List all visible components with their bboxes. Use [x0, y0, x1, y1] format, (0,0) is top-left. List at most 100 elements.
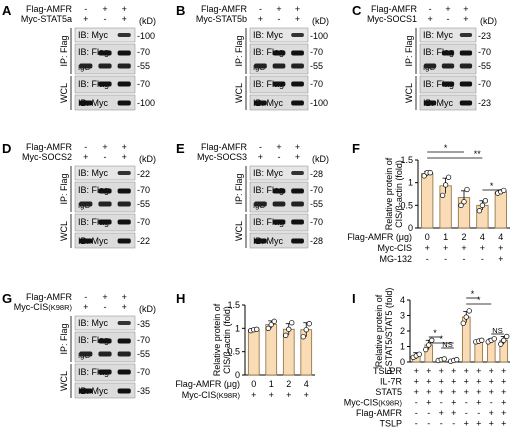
blot-box	[419, 27, 477, 43]
ip-label: IP: Flag	[234, 173, 244, 204]
lane-sign: 2	[461, 232, 466, 242]
data-point	[442, 182, 449, 188]
treatment-label: Myc-CIS(K98R)	[344, 398, 403, 408]
band	[117, 63, 131, 69]
wcl-label: WCL	[404, 83, 414, 103]
lane-sign: +	[489, 377, 494, 387]
treatment-label: Flag-AMFR	[201, 4, 248, 14]
treatment-label: Flag-AMFR	[201, 142, 248, 152]
lane-sign: -	[447, 14, 450, 24]
data-point	[439, 192, 446, 199]
blot-label: IB: Myc	[253, 98, 284, 108]
data-point	[283, 332, 289, 338]
lane-sign: +	[122, 152, 127, 162]
blot-label: IB: Flag	[253, 47, 284, 57]
data-point	[461, 199, 467, 205]
bar	[265, 324, 278, 376]
lane-sign: +	[295, 142, 300, 152]
y-tick-label: 1.5	[400, 155, 413, 165]
ip-label: IP: Flag	[59, 35, 69, 66]
blot-box	[249, 43, 309, 75]
lane-sign: +	[425, 243, 430, 253]
band	[291, 171, 304, 175]
data-point	[303, 327, 309, 333]
panel-letter: G	[2, 291, 12, 306]
lane-sign: +	[83, 14, 88, 24]
data-point	[491, 336, 497, 342]
data-point	[445, 174, 452, 180]
band	[98, 81, 112, 87]
lane-sign: +	[102, 4, 107, 14]
y-axis-label: p-STAT5/STAT5 (fold)	[384, 288, 394, 375]
data-point	[501, 337, 507, 343]
mw-marker: -70	[137, 185, 150, 195]
lane-sign: -	[84, 4, 87, 14]
lane-sign: +	[426, 387, 431, 397]
lane-sign: +	[269, 390, 274, 400]
band	[79, 388, 93, 394]
y-tick-label: 0.5	[400, 200, 413, 210]
kd-unit: (kD)	[480, 16, 497, 26]
blot-box	[419, 43, 477, 75]
band	[79, 351, 93, 357]
mw-marker: -100	[137, 98, 155, 108]
lane-sign: 4	[480, 232, 485, 242]
blot-box	[74, 94, 136, 111]
band	[459, 33, 473, 37]
lane-sign: +	[443, 243, 448, 253]
blot-label: IB: Flag	[253, 79, 284, 89]
blot-label: IB: Flag	[78, 79, 109, 89]
band	[441, 63, 455, 69]
treatment-label: Flag-AMFR (μg)	[347, 232, 412, 242]
lane-sign: 1	[443, 232, 448, 242]
lane-sign: -	[415, 408, 418, 418]
lane-sign: -	[415, 419, 418, 429]
ip-label: IP: Flag	[59, 173, 69, 204]
band	[117, 219, 131, 225]
lane-sign: 0	[251, 379, 256, 389]
kd-unit: (kD)	[139, 304, 156, 314]
mw-marker: -35	[137, 386, 150, 396]
lane-sign: +	[426, 377, 431, 387]
lane-sign: -	[463, 254, 466, 264]
blot-box	[74, 165, 136, 181]
blot-box	[74, 232, 136, 249]
mw-marker: -22	[137, 236, 150, 246]
treatment-label: Flag-AMFR	[371, 4, 418, 14]
sig-mark: *	[444, 143, 448, 153]
lane-sign: +	[464, 377, 469, 387]
blot-label: IB: Myc	[78, 386, 109, 396]
band	[79, 100, 93, 106]
mw-marker: -55	[310, 61, 323, 71]
blot-box	[74, 382, 136, 399]
data-point	[429, 337, 435, 343]
band	[79, 63, 93, 69]
lane-sign: +	[501, 398, 506, 408]
band	[459, 100, 473, 106]
data-point	[460, 320, 466, 326]
lane-sign: +	[501, 408, 506, 418]
lane-sign: +	[258, 14, 263, 24]
band	[459, 63, 473, 69]
lane-sign: +	[258, 152, 263, 162]
mw-marker: -100	[310, 31, 328, 41]
treatment-label: Myc-STAT5b	[196, 14, 247, 24]
band	[117, 188, 131, 194]
blot-label: IB: Flag	[423, 47, 454, 57]
panel-letter: C	[352, 3, 362, 18]
kd-unit: (kD)	[139, 16, 156, 26]
panel-A: A Flag-AMFR - + +Myc-STAT5a + - + (kD)IB: MycIB:…	[2, 3, 156, 111]
lane-sign: +	[439, 366, 444, 376]
lane-sign: +	[461, 243, 466, 253]
sig-mark: *	[477, 295, 481, 305]
lane-sign: +	[426, 398, 431, 408]
y-tick-label: 4	[400, 295, 405, 305]
lane-sign: +	[451, 377, 456, 387]
lane-sign: +	[498, 254, 503, 264]
band	[272, 81, 286, 87]
panel-B: B Flag-AMFR - + +Myc-STAT5b + - + (kD)IB: MycIB:…	[176, 3, 329, 111]
band	[117, 351, 131, 357]
band	[291, 100, 304, 106]
